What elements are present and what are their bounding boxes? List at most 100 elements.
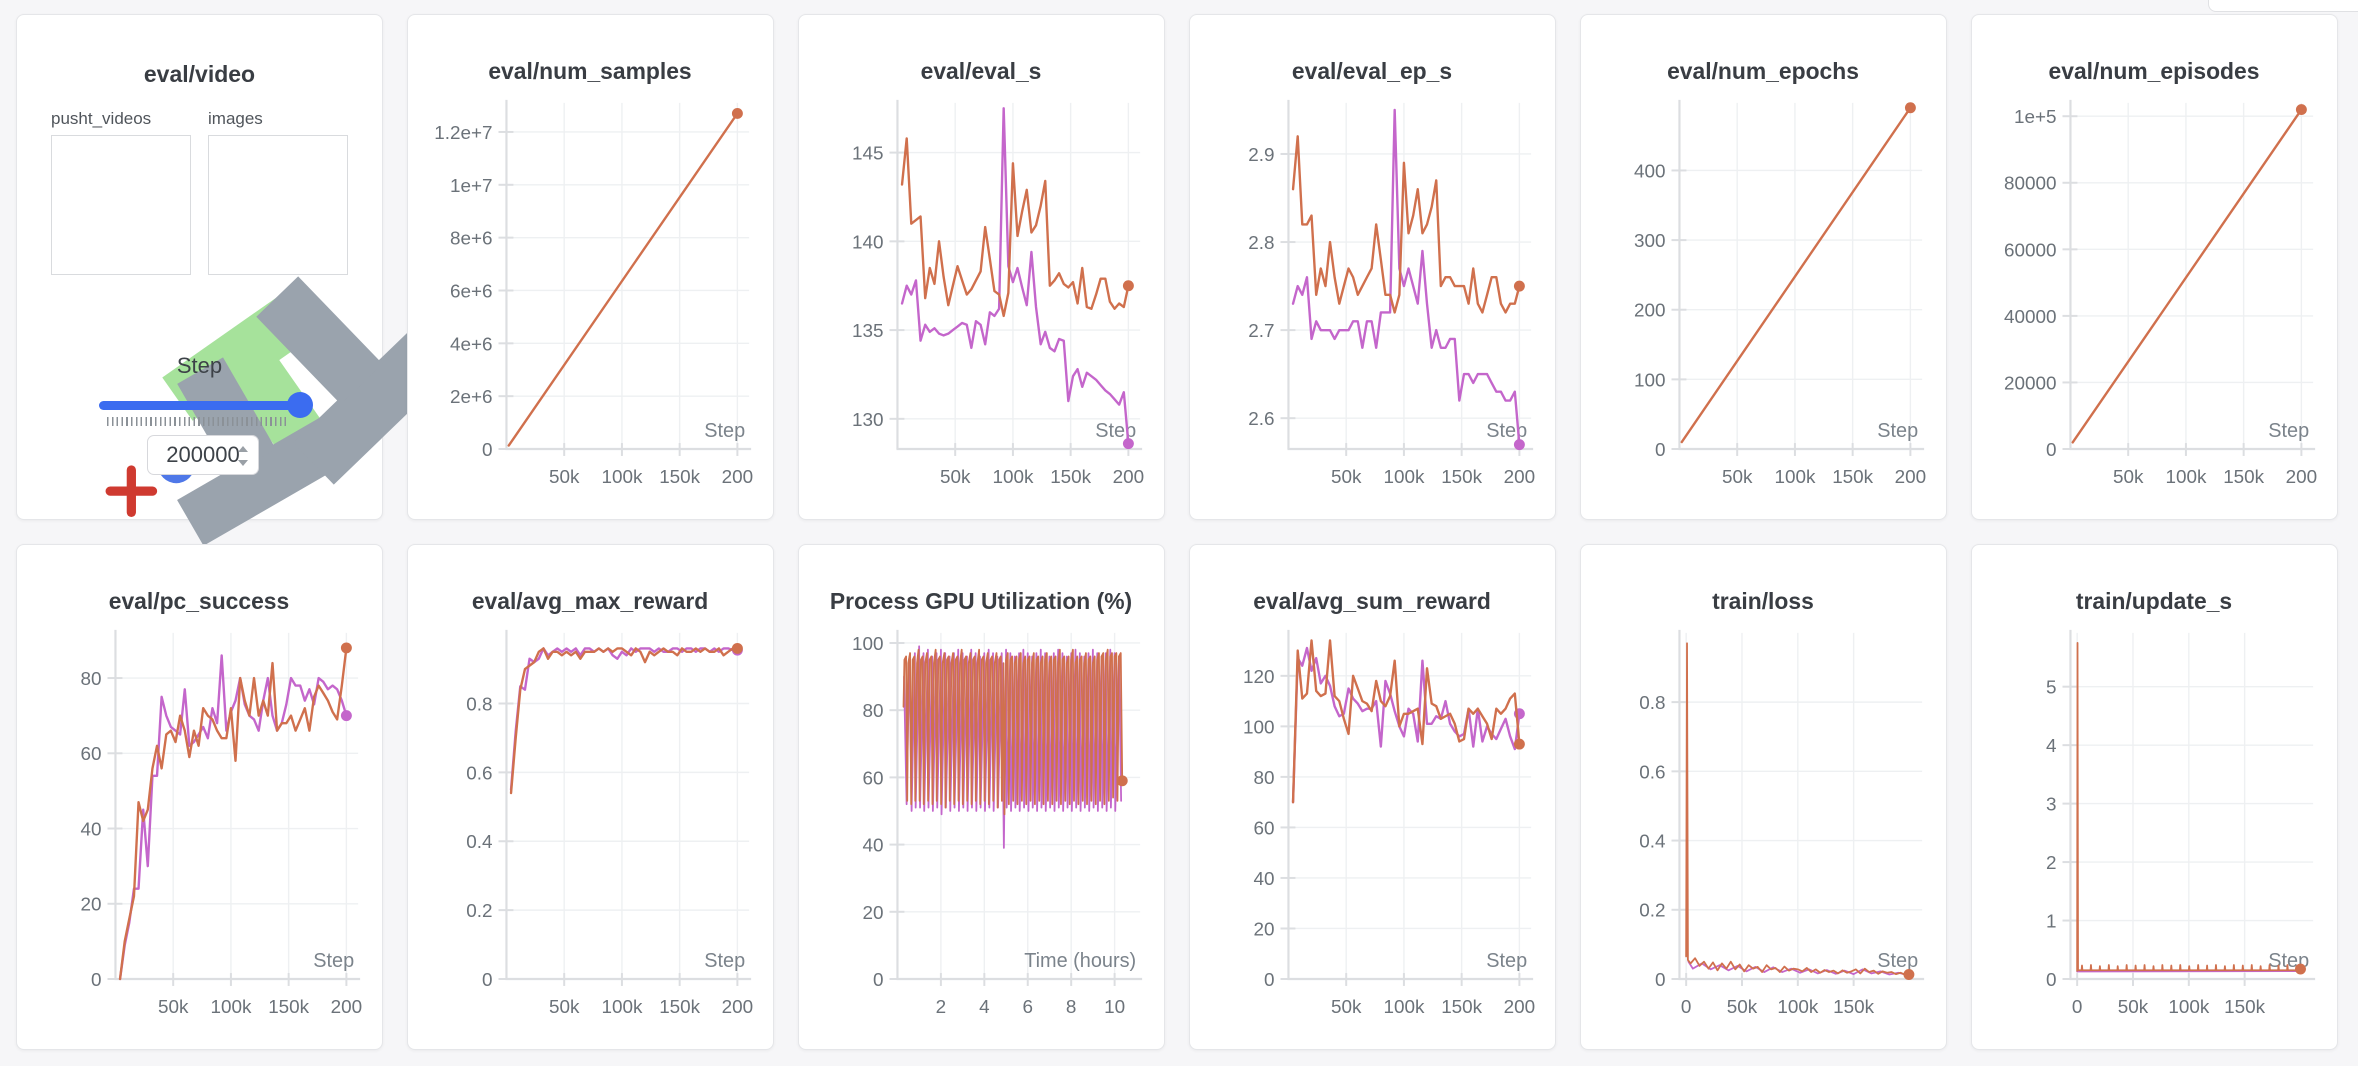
x-tick-label: 2	[936, 997, 947, 1018]
y-tick-label: 2.6	[1248, 409, 1274, 430]
y-tick-label: 1e+5	[2014, 107, 2057, 128]
x-axis-label: Step	[2268, 420, 2309, 442]
chart-canvas: 0 20 40 60 80 100 2 4 6 8 10 Time (hours) Process GP…	[830, 588, 1143, 1018]
x-tick-label: 150k	[659, 467, 700, 488]
series-line-orange-run	[118, 646, 348, 981]
series-line-purple-run	[118, 654, 348, 981]
x-tick-label: 150k	[1441, 997, 1482, 1018]
pusht-video-thumbnail[interactable]	[51, 135, 351, 546]
x-tick-label: 200	[722, 997, 754, 1018]
media-item-label-pusht-videos: pusht_videos	[51, 109, 152, 128]
x-tick-label: 100k	[210, 997, 251, 1018]
y-tick-label: 60000	[2004, 240, 2057, 261]
chart-canvas: 0 100 200 300 400 50k 100k 150k 200 Step eval/num_…	[1634, 58, 1926, 488]
x-axis-label: Step	[704, 950, 745, 972]
panel-eval-avg-sum-reward[interactable]: 0 20 40 60 80 100 120 50k 100k 150k 200 Step eval/av…	[1189, 544, 1556, 1050]
y-tick-label: 100	[852, 634, 884, 655]
x-tick-label: 100k	[1383, 997, 1424, 1018]
series-line-orange-run	[2071, 108, 2303, 444]
chart-title: eval/num_episodes	[2049, 58, 2260, 84]
series-line-orange-run	[2076, 641, 2302, 972]
y-tick-label: 0.4	[466, 832, 492, 853]
y-tick-label: 2.8	[1248, 233, 1274, 254]
x-tick-label: 50k	[549, 997, 580, 1018]
x-axis-label: Step	[1877, 420, 1918, 442]
x-tick-label: 200	[1504, 997, 1536, 1018]
step-number-input[interactable]: 200000	[147, 435, 259, 475]
chart-title: Process GPU Utilization (%)	[830, 588, 1132, 614]
x-tick-label: 150k	[659, 997, 700, 1018]
endpoint-dot-purple-run	[1513, 439, 1525, 451]
series-line-purple-run	[900, 107, 1130, 445]
y-tick-label: 60	[863, 768, 884, 789]
panel-eval-num-samples[interactable]: 0 2e+6 4e+6 6e+6 8e+6 1e+7 1.2e+7 50k 100k 150k 20…	[407, 14, 774, 520]
y-tick-label: 2e+6	[450, 387, 493, 408]
chart-title: eval/num_epochs	[1667, 58, 1859, 84]
x-tick-label: 200	[1504, 467, 1536, 488]
series-line-orange-run	[507, 112, 739, 447]
y-tick-label: 4e+6	[450, 334, 493, 355]
y-tick-label: 6e+6	[450, 281, 493, 302]
y-tick-label: 20	[863, 903, 884, 924]
step-slider-label: Step	[176, 353, 223, 378]
y-tick-label: 200	[1634, 301, 1666, 322]
y-tick-label: 0	[482, 970, 493, 991]
x-tick-label: 100k	[2168, 997, 2209, 1018]
y-tick-label: 0.8	[466, 694, 492, 715]
panel-process-gpu-utilization[interactable]: 0 20 40 60 80 100 2 4 6 8 10 Time (hours) Process GP…	[798, 544, 1165, 1050]
x-tick-label: 50k	[549, 467, 580, 488]
x-tick-label: 100k	[1774, 467, 1815, 488]
y-tick-label: 0.2	[1639, 901, 1665, 922]
top-right-panel-edge	[2208, 0, 2358, 12]
x-tick-label: 50k	[2118, 997, 2149, 1018]
panel-eval-num-epochs[interactable]: 0 100 200 300 400 50k 100k 150k 200 Step eval/num_…	[1580, 14, 1947, 520]
panel-eval-eval-ep-s[interactable]: 2.6 2.7 2.8 2.9 50k 100k 150k 200 Step eval/eval_…	[1189, 14, 1556, 520]
endpoint-dot-orange-run	[1903, 969, 1915, 980]
endpoint-dot-orange-run	[1116, 775, 1128, 787]
x-tick-label: 100k	[601, 467, 642, 488]
panel-eval-avg-max-reward[interactable]: 0 0.2 0.4 0.6 0.8 50k 100k 150k 200 Step eval/avg_…	[407, 544, 774, 1050]
x-tick-label: 200	[2286, 467, 2318, 488]
panel-eval-eval-s[interactable]: 130 135 140 145 50k 100k 150k 200 Step eval/eval_…	[798, 14, 1165, 520]
chart-canvas: 0 20000 40000 60000 80000 1e+5 50k 100k 150k 200 S…	[2004, 58, 2318, 488]
endpoint-dot-orange-run	[1513, 280, 1525, 292]
panel-eval-pc-success[interactable]: 0 20 40 60 80 50k 100k 150k 200 Step eval/pc_succe…	[16, 544, 383, 1050]
step-slider-tick-ruler	[107, 417, 289, 426]
y-tick-label: 40	[81, 819, 102, 840]
x-tick-label: 50k	[1727, 997, 1758, 1018]
x-tick-label: 150k	[2223, 467, 2264, 488]
panel-train-loss[interactable]: 0 0.2 0.4 0.6 0.8 0 50k 100k 150k Step train/loss	[1580, 544, 1947, 1050]
y-tick-label: 0.4	[1639, 832, 1665, 853]
increment-icon[interactable]	[238, 446, 248, 452]
step-value[interactable]: 200000	[166, 442, 240, 467]
x-tick-label: 100k	[1383, 467, 1424, 488]
y-tick-label: 0.2	[466, 901, 492, 922]
x-tick-label: 150k	[268, 997, 309, 1018]
step-slider-track[interactable]	[99, 401, 301, 410]
y-tick-label: 0	[2046, 440, 2057, 461]
y-tick-label: 0.6	[466, 763, 492, 784]
y-tick-label: 130	[852, 410, 884, 431]
x-tick-label: 50k	[158, 997, 189, 1018]
step-slider-thumb[interactable]	[287, 392, 313, 418]
y-tick-label: 100	[1634, 370, 1666, 391]
x-tick-label: 50k	[1331, 997, 1362, 1018]
endpoint-dot-orange-run	[1904, 102, 1916, 114]
panel-train-update-s[interactable]: 0 1 2 3 4 5 0 50k 100k 150k Step train/update_s	[1971, 544, 2338, 1050]
y-tick-label: 2.9	[1248, 145, 1274, 166]
decrement-icon[interactable]	[238, 460, 248, 466]
images-thumbnail[interactable]	[208, 135, 484, 485]
panel-eval-video[interactable]: eval/video pusht_videos images	[16, 14, 484, 546]
media-panel-title: eval/video	[143, 61, 256, 87]
panel-eval-num-episodes[interactable]: 0 20000 40000 60000 80000 1e+5 50k 100k 150k 200 S…	[1971, 14, 2338, 520]
x-tick-label: 200	[331, 997, 363, 1018]
chart-title: eval/avg_sum_reward	[1253, 588, 1491, 614]
stepper-icon[interactable]	[237, 444, 249, 468]
chart-title: eval/eval_s	[921, 58, 1042, 84]
series-line-orange-run	[1680, 106, 1912, 444]
target-cross	[105, 465, 158, 517]
y-tick-label: 145	[852, 144, 884, 165]
y-tick-label: 20000	[2004, 373, 2057, 394]
y-tick-label: 20	[81, 895, 102, 916]
